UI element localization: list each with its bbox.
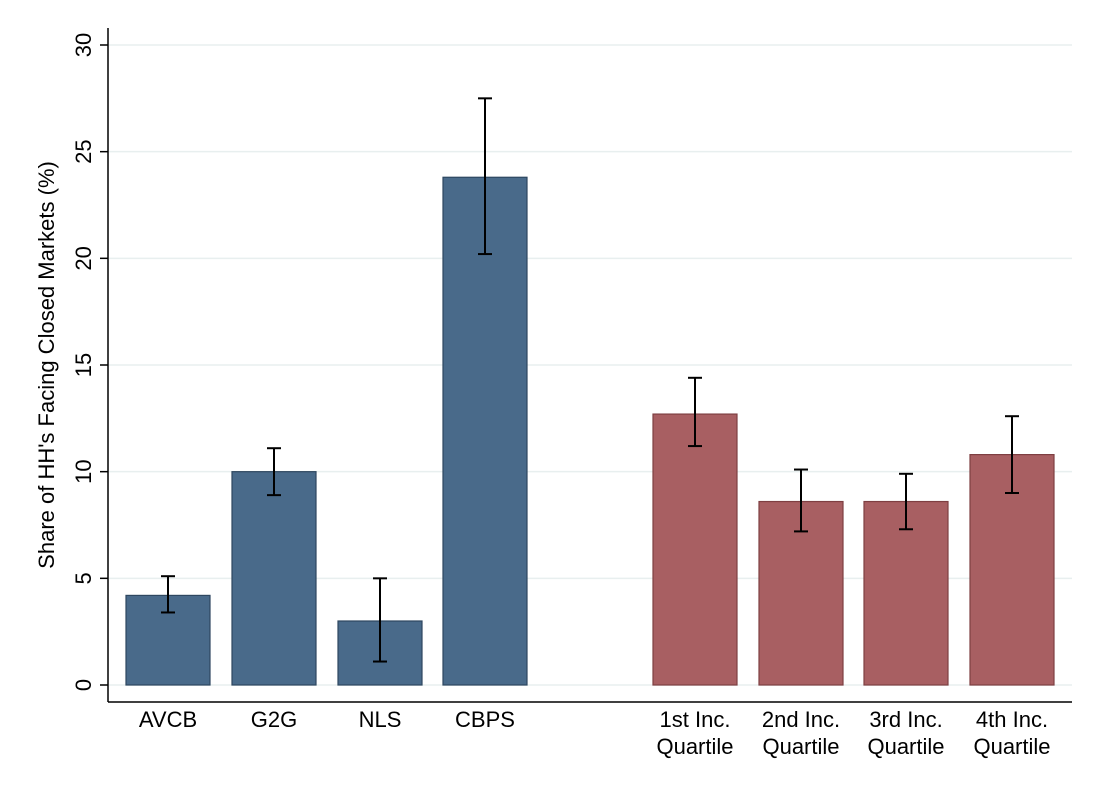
x-label-3: CBPS (455, 707, 515, 732)
x-label-0-line-0: AVCB (139, 707, 197, 732)
bar-3 (442, 176, 528, 686)
x-label-6-line-1: Quartile (867, 734, 944, 759)
y-tick-label-1: 5 (71, 572, 96, 584)
bar-1 (231, 471, 317, 686)
x-label-2: NLS (359, 707, 402, 732)
x-label-6-line-0: 3rd Inc. (869, 707, 942, 732)
bar-6 (863, 500, 949, 686)
y-tick-label-0: 0 (71, 679, 96, 691)
x-label-4-line-0: 1st Inc. (660, 707, 731, 732)
x-label-3-line-0: CBPS (455, 707, 515, 732)
x-label-0: AVCB (139, 707, 197, 732)
x-label-4-line-1: Quartile (656, 734, 733, 759)
y-axis-title: Share of HH's Facing Closed Markets (%) (34, 161, 59, 569)
x-label-5-line-1: Quartile (762, 734, 839, 759)
y-ticks: 0 5 10 15 20 25 30 (71, 33, 108, 691)
x-label-1: G2G (251, 707, 297, 732)
bars (125, 176, 1055, 686)
error-bars (161, 97, 1019, 663)
y-tick-label-2: 10 (71, 459, 96, 483)
x-label-5-line-0: 2nd Inc. (762, 707, 840, 732)
y-tick-label-3: 15 (71, 353, 96, 377)
x-label-7-line-0: 4th Inc. (976, 707, 1048, 732)
x-label-6: 3rd Inc. Quartile (867, 707, 944, 759)
x-label-1-line-0: G2G (251, 707, 297, 732)
x-label-7-line-1: Quartile (973, 734, 1050, 759)
bar-4 (652, 413, 738, 686)
y-tick-label-4: 20 (71, 246, 96, 270)
y-tick-label-5: 25 (71, 139, 96, 163)
x-label-2-line-0: NLS (359, 707, 402, 732)
x-label-5: 2nd Inc. Quartile (762, 707, 840, 759)
y-tick-label-6: 30 (71, 33, 96, 57)
x-label-4: 1st Inc. Quartile (656, 707, 733, 759)
x-label-7: 4th Inc. Quartile (973, 707, 1050, 759)
